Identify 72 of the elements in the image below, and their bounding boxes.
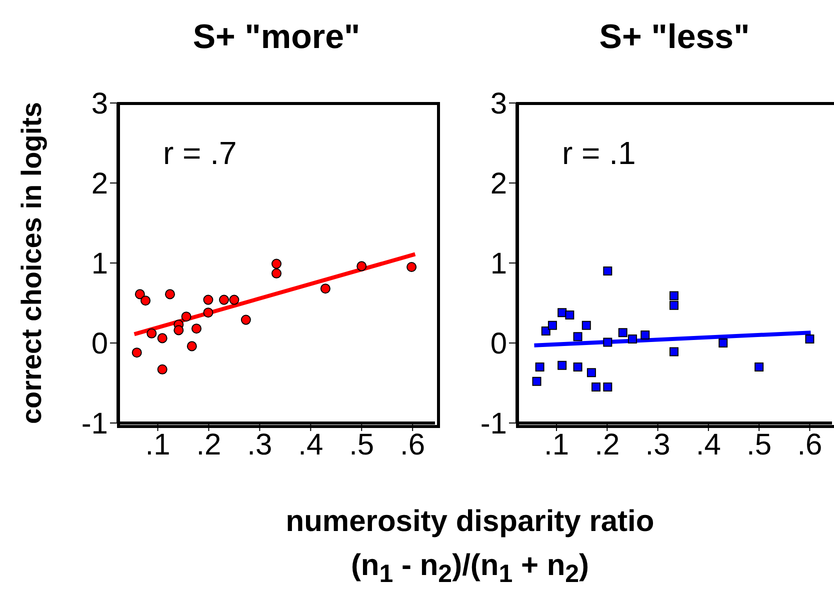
point [134,289,145,300]
point [669,291,678,300]
point [146,328,157,338]
x-tick-label: .5 [349,428,374,462]
point [181,312,192,322]
point [157,364,168,374]
point [541,326,550,336]
point [186,341,197,352]
chart-title: S+ "less" [598,18,751,57]
y-tick-label: 3 [91,88,108,121]
x-tick-label: .1 [544,428,570,462]
annotation: r = .7 [163,135,237,172]
point [573,362,582,372]
annotation: r = .1 [562,135,636,172]
point [669,347,678,356]
point [271,268,282,278]
point [174,325,184,336]
point [640,330,650,340]
x-tick-label: .4 [696,428,721,462]
point [628,334,637,344]
point [754,362,764,372]
point [582,320,591,330]
y-tick-label: 1 [490,248,507,281]
y-tick-label: -1 [480,408,507,441]
point [218,294,230,305]
point [229,294,240,305]
text: numerosity disparity ratio (n$_{1}$ - n$_{2}$)/(n$_{1}$ + n$_{2}$) [286,505,654,588]
point [356,261,367,272]
x-tick-label: .3 [645,428,670,462]
point [271,258,282,269]
point [618,328,628,338]
point [548,320,557,330]
point [406,262,417,272]
point [203,308,214,318]
x-tick-label: .2 [196,428,222,462]
point [320,284,330,294]
y-tick-label: 1 [91,248,108,281]
point [203,294,214,305]
x-tick-label: .4 [298,428,324,462]
y-tick-label: 3 [490,88,507,121]
x-tick-label: .6 [797,428,822,462]
y-axis-title: correct choices in logits [16,102,48,424]
point [164,289,175,300]
point [586,368,596,378]
x-tick-label: .3 [247,428,272,462]
point [805,334,814,344]
y-tick-label: 2 [91,168,108,201]
point [603,266,612,276]
point [565,310,574,320]
chart-title: S+ "more" [192,18,362,57]
point [718,338,728,348]
point [603,338,612,347]
x-tick-label: .6 [400,428,426,462]
point [157,333,168,344]
point [573,332,582,342]
point [140,296,151,306]
point [603,382,612,392]
point [240,314,251,325]
point [558,360,567,370]
x-tick-label: .1 [145,428,170,462]
y-tick-label: 0 [91,328,108,361]
point [191,324,202,334]
point [592,382,601,392]
point [535,362,544,372]
point [132,348,142,358]
y-tick-label: 2 [490,168,507,201]
y-tick-label: 0 [490,328,507,361]
point [669,300,678,310]
x-tick-label: .2 [594,428,620,462]
y-tick-label: -1 [81,408,108,441]
x-tick-label: .5 [746,428,772,462]
point [532,376,542,386]
